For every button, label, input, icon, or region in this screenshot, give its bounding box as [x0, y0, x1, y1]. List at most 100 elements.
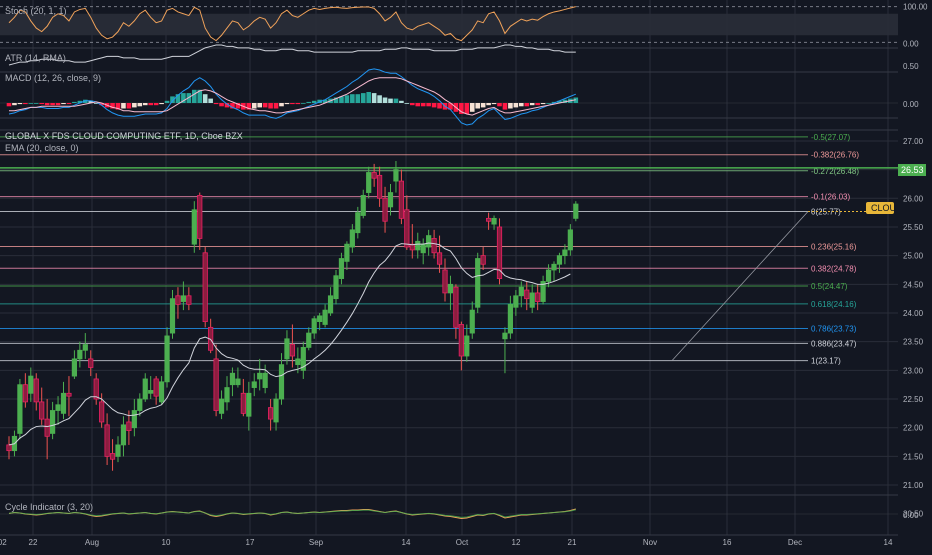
- macd-histogram-bar[interactable]: [170, 96, 175, 103]
- candle-body[interactable]: [317, 315, 323, 323]
- macd-histogram-bar[interactable]: [377, 95, 382, 103]
- macd-histogram-bar[interactable]: [475, 103, 480, 109]
- macd-histogram-bar[interactable]: [110, 103, 115, 109]
- candle-body[interactable]: [17, 384, 23, 434]
- candle-body[interactable]: [240, 392, 246, 414]
- macd-histogram-bar[interactable]: [192, 89, 197, 103]
- macd-histogram-bar[interactable]: [317, 99, 322, 103]
- candle-body[interactable]: [137, 398, 143, 411]
- macd-histogram-bar[interactable]: [322, 99, 328, 103]
- macd-histogram-bar[interactable]: [83, 99, 88, 103]
- candle-body[interactable]: [109, 453, 116, 460]
- candle-body[interactable]: [518, 286, 524, 297]
- macd-histogram-bar[interactable]: [279, 103, 284, 107]
- stoch-label[interactable]: Stoch (20, 1, 1): [5, 6, 67, 16]
- macd-histogram-bar[interactable]: [159, 103, 164, 105]
- macd-histogram-bar[interactable]: [311, 100, 317, 103]
- candle-body[interactable]: [491, 217, 497, 225]
- candle-body[interactable]: [267, 407, 274, 420]
- candle-body[interactable]: [251, 381, 257, 388]
- candle-body[interactable]: [257, 372, 263, 380]
- macd-histogram-bar[interactable]: [17, 103, 23, 105]
- macd-histogram-bar[interactable]: [535, 103, 540, 106]
- ema-line[interactable]: [8, 242, 571, 446]
- macd-histogram-bar[interactable]: [415, 103, 421, 107]
- macd-histogram-bar[interactable]: [371, 93, 377, 103]
- candle-body[interactable]: [376, 174, 383, 199]
- macd-histogram-bar[interactable]: [208, 98, 213, 103]
- macd-histogram-bar[interactable]: [486, 103, 491, 106]
- candle-body[interactable]: [197, 195, 203, 239]
- macd-histogram-bar[interactable]: [540, 103, 546, 105]
- candle-body[interactable]: [66, 392, 72, 397]
- macd-histogram-bar[interactable]: [306, 101, 312, 103]
- candle-body[interactable]: [33, 378, 39, 403]
- candle-body[interactable]: [387, 192, 394, 208]
- candle-body[interactable]: [562, 249, 568, 257]
- macd-histogram-bar[interactable]: [115, 103, 121, 110]
- candle-body[interactable]: [567, 229, 573, 251]
- cycle-pane[interactable]: [0, 508, 898, 520]
- candle-body[interactable]: [475, 258, 481, 308]
- candle-body[interactable]: [120, 424, 127, 446]
- macd-histogram-bar[interactable]: [273, 103, 279, 109]
- macd-histogram-bar[interactable]: [181, 93, 186, 103]
- macd-histogram-bar[interactable]: [33, 103, 39, 104]
- cycle-line-b[interactable]: [8, 509, 576, 518]
- candle-body[interactable]: [229, 372, 236, 386]
- macd-histogram-bar[interactable]: [557, 100, 562, 103]
- cycle-label[interactable]: Cycle Indicator (3, 20): [5, 502, 93, 512]
- candle-body[interactable]: [235, 378, 241, 386]
- macd-histogram-bar[interactable]: [551, 101, 557, 103]
- candle-body[interactable]: [420, 243, 426, 254]
- macd-histogram-bar[interactable]: [230, 103, 235, 109]
- candle-body[interactable]: [371, 172, 377, 179]
- macd-histogram-bar[interactable]: [55, 103, 61, 106]
- candle-body[interactable]: [306, 332, 312, 348]
- macd-histogram-bar[interactable]: [459, 103, 464, 114]
- macd-histogram-bar[interactable]: [257, 103, 262, 108]
- macd-histogram-bar[interactable]: [333, 97, 339, 104]
- macd-histogram-bar[interactable]: [573, 97, 579, 104]
- macd-histogram-bar[interactable]: [262, 103, 268, 108]
- atr-line[interactable]: [8, 44, 576, 66]
- candle-body[interactable]: [573, 203, 579, 219]
- candle-body[interactable]: [88, 358, 94, 368]
- macd-histogram-bar[interactable]: [44, 103, 50, 106]
- candle-body[interactable]: [442, 269, 448, 294]
- candle-body[interactable]: [39, 401, 45, 420]
- candle-body[interactable]: [480, 255, 486, 265]
- candle-body[interactable]: [338, 258, 345, 279]
- candle-body[interactable]: [300, 347, 306, 371]
- macd-histogram-bar[interactable]: [251, 103, 257, 109]
- candle-body[interactable]: [551, 263, 557, 271]
- candle-body[interactable]: [355, 212, 361, 234]
- candle-body[interactable]: [164, 335, 170, 383]
- candle-body[interactable]: [333, 275, 339, 300]
- macd-histogram-bar[interactable]: [410, 103, 415, 106]
- candle-body[interactable]: [431, 238, 437, 254]
- macd-histogram-bar[interactable]: [142, 103, 148, 106]
- candle-body[interactable]: [507, 303, 514, 334]
- candle-body[interactable]: [224, 387, 230, 403]
- candle-body[interactable]: [284, 338, 290, 360]
- macd-histogram-bar[interactable]: [77, 100, 83, 103]
- macd-histogram-bar[interactable]: [437, 103, 442, 109]
- macd-histogram-bar[interactable]: [50, 103, 55, 106]
- macd-label[interactable]: MACD (12, 26, close, 9): [5, 73, 101, 83]
- stoch-pane[interactable]: [0, 6, 898, 43]
- macd-histogram-bar[interactable]: [61, 103, 66, 105]
- macd-histogram-bar[interactable]: [175, 94, 181, 103]
- candle-body[interactable]: [485, 217, 492, 222]
- macd-histogram-bar[interactable]: [164, 100, 170, 103]
- macd-histogram-bar[interactable]: [562, 99, 568, 103]
- candle-body[interactable]: [404, 209, 410, 248]
- candle-body[interactable]: [60, 392, 67, 414]
- macd-histogram-bar[interactable]: [350, 94, 355, 103]
- candle-body[interactable]: [131, 410, 137, 429]
- macd-histogram-bar[interactable]: [524, 103, 530, 107]
- macd-histogram-bar[interactable]: [497, 103, 502, 107]
- candle-body[interactable]: [311, 318, 317, 334]
- symbol-title[interactable]: GLOBAL X FDS CLOUD COMPUTING ETF, 1D, Cb…: [5, 131, 243, 141]
